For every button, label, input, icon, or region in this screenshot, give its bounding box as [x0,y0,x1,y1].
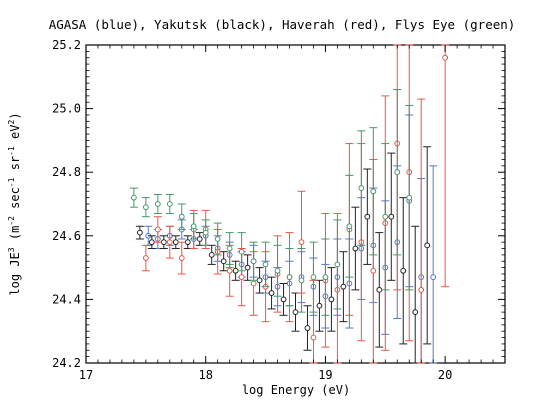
y-tick-label: 24.2 [52,356,81,370]
data-point [298,277,305,284]
data-point [178,255,185,261]
x-axis-label: log Energy (eV) [242,383,350,397]
data-point [262,261,269,268]
data-point [370,267,377,274]
data-point [382,213,389,220]
data-point [370,188,377,195]
data-point [442,54,449,61]
data-point [280,296,287,303]
data-point [322,274,329,281]
data-point [310,334,317,341]
data-point [220,258,227,265]
data-point [154,226,161,233]
data-point [424,242,431,249]
y-tick-label: 25.2 [52,38,81,52]
x-tick-label: 18 [198,368,212,382]
data-point [244,264,251,271]
y-label-unit: eV [8,124,22,146]
data-point [154,201,161,207]
data-point [142,255,149,261]
data-point [208,251,215,258]
chart-title: AGASA (blue), Yakutsk (black), Haverah (… [49,17,516,32]
data-point [226,267,233,274]
data-point [298,239,305,246]
data-point [238,248,245,255]
data-layer [129,44,450,364]
data-point [274,267,281,274]
data-point [310,274,317,281]
data-point [286,274,293,281]
x-tick-label: 17 [79,368,93,382]
data-point [148,239,155,246]
y-label-exp: 2 [7,119,16,124]
data-point [334,261,341,268]
data-point [190,223,197,230]
data-point [232,267,239,274]
data-point [238,274,245,281]
data-point [268,290,275,296]
y-label-suffix: ) [8,112,22,119]
data-point [196,236,203,242]
data-point [172,239,179,246]
data-point [388,213,395,220]
data-point [364,213,371,220]
data-point [292,309,299,316]
y-tick-label: 24.4 [52,292,81,306]
x-tick-label: 20 [438,368,452,382]
data-point [130,194,137,201]
data-point [412,309,419,316]
y-label-exp: -1 [7,146,16,156]
data-point [136,229,143,236]
data-point [430,274,437,281]
data-point [160,239,167,246]
data-point [184,239,191,246]
data-point [178,213,185,220]
y-label-unit: sr [8,156,22,178]
axis-ticks: 17 18 19 20 24.2 24.4 24.6 24.8 25.0 25.2 [52,38,506,382]
data-point [400,267,407,274]
data-point [142,204,149,211]
data-point [352,245,359,252]
data-point [214,236,221,242]
data-point [340,283,347,290]
data-point [166,239,173,246]
data-point [304,325,311,331]
y-axis-label: log JE3 (m-2 sec-1 sr-1 eV2) [7,112,22,295]
data-point [358,185,365,192]
data-point [316,302,323,309]
data-series [129,89,414,316]
data-point [226,245,233,252]
data-point [250,280,257,287]
y-label-exp: -1 [7,177,16,187]
data-point [406,194,413,201]
y-label-prefix: log JE [8,252,22,295]
y-tick-label: 24.8 [52,165,81,179]
y-tick-label: 25.0 [52,102,81,116]
data-point [376,286,383,293]
y-label-unit: sec [8,187,22,216]
data-point [346,223,353,230]
data-point [202,229,209,236]
data-point [394,169,401,176]
y-label-exp: 3 [7,247,16,252]
data-point [166,201,173,207]
data-point [250,258,257,265]
data-point [328,296,335,303]
y-label-exp: -2 [7,216,16,226]
y-tick-label: 24.6 [52,229,81,243]
y-label-unit: (m [8,226,22,248]
data-point [256,277,263,284]
data-series [135,146,432,364]
x-tick-label: 19 [318,368,332,382]
data-point [418,286,425,293]
